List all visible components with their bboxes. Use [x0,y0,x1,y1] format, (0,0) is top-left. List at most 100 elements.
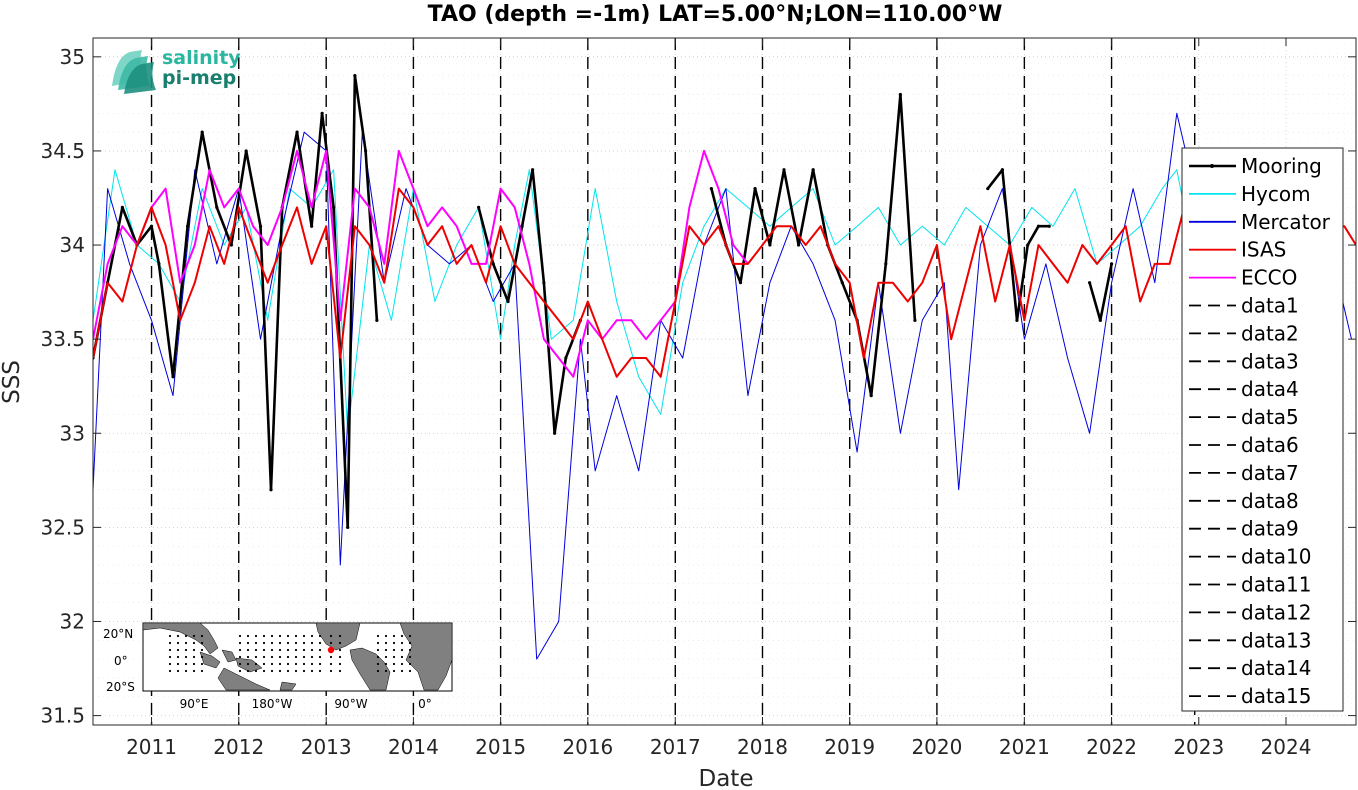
buoy-dot [302,648,306,652]
plot-area [93,38,1356,725]
mooring-point [215,205,219,209]
legend: Mooring Hycom Mercator ISAS ECCO data1 data2 da… [1181,147,1344,712]
buoy-dot [376,648,380,652]
map-lon-90w: 90°W [334,697,367,711]
x-tick-label: 2018 [737,735,788,759]
buoy-dot [318,662,322,666]
buoy-dot [400,662,404,666]
legend-label: data10 [1241,545,1312,569]
buoy-dot [176,655,180,659]
plot-frame [92,37,1357,726]
buoy-dot [176,648,180,652]
buoy-dot [376,662,380,666]
buoy-dot [318,669,322,673]
map-lat-20s: 20°S [106,680,135,694]
logo-wave-icon [112,50,156,94]
buoy-dot [338,648,342,652]
legend-item-data14: data14 [1189,656,1312,680]
buoy-dot [200,641,204,645]
mooring-point [244,149,248,153]
buoy-dot [302,634,306,638]
y-axis-label: SSS [0,360,25,404]
buoy-dot [270,669,274,673]
buoy-dot [168,669,172,673]
mooring-point [840,281,844,285]
legend-item-mercator: Mercator [1189,210,1331,234]
buoy-dot [238,662,242,666]
buoy-dot [338,655,342,659]
buoy-array [168,634,412,673]
buoy-dot [270,634,274,638]
x-tick-label: 2023 [1173,735,1224,759]
mooring-point [295,130,299,134]
map-lon-0: 0° [418,697,432,711]
buoy-dot [408,648,412,652]
legend-label: data4 [1241,377,1299,401]
buoy-dot [254,634,258,638]
buoy-dot [246,634,250,638]
x-tick-label: 2024 [1261,735,1312,759]
buoy-dot [294,641,298,645]
buoy-dot [200,655,204,659]
buoy-dot [238,634,242,638]
legend-item-data1: data1 [1189,294,1299,318]
buoy-dot [376,669,380,673]
x-axis-label: Date [699,766,754,790]
buoy-dot [278,641,282,645]
buoy-dot [294,634,298,638]
mooring-point [364,149,368,153]
buoy-dot [270,648,274,652]
buoy-dot [302,641,306,645]
mooring-point [1087,281,1092,285]
buoy-dot [168,648,172,652]
mooring-point [310,224,314,228]
buoy-dot [238,641,242,645]
mooring-point [542,281,546,285]
legend-swatch-dot [1210,164,1214,168]
buoy-dot [338,641,342,645]
buoy-dot [294,655,298,659]
buoy-dot [246,662,250,666]
mooring-point [564,356,568,360]
mooring-point [171,375,175,379]
legend-item-data6: data6 [1189,433,1299,457]
legend-label: data9 [1241,517,1299,541]
buoy-dot [392,662,396,666]
legend-item-data5: data5 [1189,405,1299,429]
mooring-point [506,299,510,304]
mooring-point [520,224,524,228]
buoy-dot [376,641,380,645]
buoy-dot [168,662,172,666]
buoy-dot [184,655,188,659]
buoy-dot [192,669,196,673]
legend-item-mooring: Mooring [1189,154,1322,178]
buoy-dot [262,634,266,638]
buoy-dot [338,669,342,673]
legend-label: Mercator [1241,210,1331,234]
mooring-point [1098,318,1102,322]
y-tick-label: 32 [60,609,85,633]
map-lon-180w: 180°W [252,697,293,711]
mooring-point [269,488,273,492]
mooring-point [1026,243,1030,247]
buoy-dot [278,662,282,666]
legend-item-data12: data12 [1189,600,1312,624]
logo-text-salinity: salinity [162,47,241,69]
buoy-dot [270,662,274,666]
buoy-dot [400,641,404,645]
buoy-dot [400,634,404,638]
mooring-point [320,111,324,115]
map-lon-90e: 90°E [180,697,209,711]
map-lat-20n: 20°N [103,627,133,641]
mooring-point [796,243,801,247]
legend-label: data3 [1241,349,1299,373]
buoy-dot [384,655,388,659]
buoy-dot [302,669,306,673]
buoy-dot [329,662,333,666]
mooring-point [768,243,772,247]
buoy-dot [200,669,204,673]
mooring-point [553,431,557,435]
buoy-dot [310,669,314,673]
buoy-dot [408,655,412,659]
